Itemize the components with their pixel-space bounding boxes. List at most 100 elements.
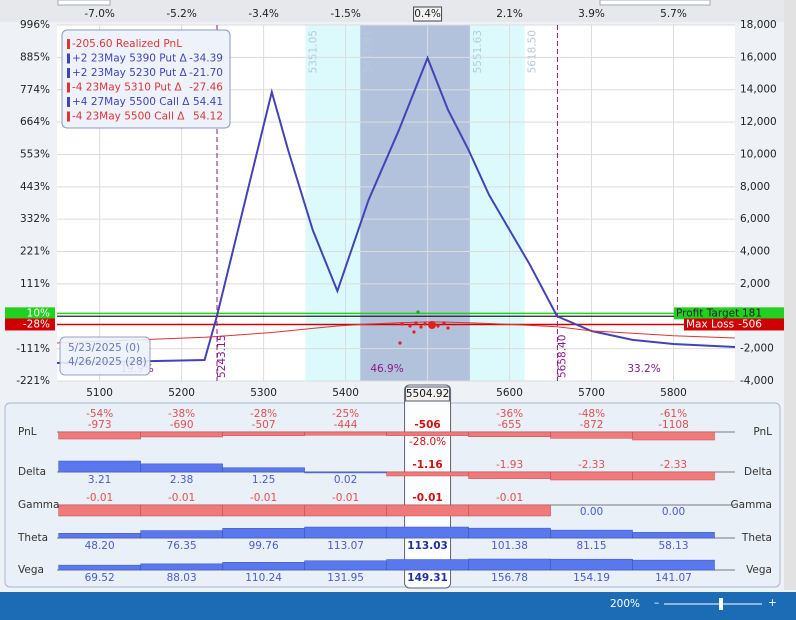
greek-value: 0.00	[662, 506, 685, 518]
level-pct: 10%	[27, 307, 50, 319]
greek-pct: -25%	[332, 408, 359, 420]
greek-bar	[140, 431, 223, 438]
x2-tick-label: -7.0%	[84, 8, 114, 20]
greek-value: -0.01	[412, 492, 442, 504]
greek-value: -690	[170, 419, 194, 431]
y2-tick-label: 664%	[20, 116, 50, 128]
greek-bar	[304, 471, 387, 474]
row-label: Vega	[746, 564, 772, 576]
current-price-box	[413, 6, 443, 22]
position-dot	[412, 330, 416, 334]
legend-box	[61, 29, 231, 129]
greek-bar	[550, 529, 633, 539]
selected-column	[404, 384, 452, 589]
y2-tick-label: -221%	[16, 375, 50, 387]
greek-pct: -38%	[168, 408, 195, 420]
greek-value: 101.38	[491, 540, 528, 552]
x-tick-label: 5200	[168, 387, 195, 399]
date-legend-text: 5/23/2025 (0)	[68, 342, 140, 354]
greek-bar	[58, 564, 141, 571]
row-label: Gamma	[731, 499, 772, 511]
row-label: PnL	[753, 426, 772, 438]
greek-pct: -48%	[578, 408, 605, 420]
greek-value: 88.03	[167, 572, 197, 584]
x2-tick-label: -1.5%	[330, 8, 360, 20]
zone-probability: 46.9%	[370, 363, 403, 375]
row-label: Vega	[18, 564, 44, 576]
greek-value: 81.15	[576, 540, 606, 552]
y-tick-label: 4,000	[740, 246, 770, 258]
greek-value: 76.35	[167, 540, 197, 552]
level-name: Profit Target	[676, 307, 739, 319]
legend-text: +2 23May 5390 Put Δ	[72, 53, 188, 65]
level-value: 181	[742, 307, 762, 319]
row-label: Theta	[741, 532, 772, 544]
greek-bar	[468, 471, 551, 479]
greek-bar	[58, 504, 141, 517]
greek-value: 0.02	[334, 474, 357, 486]
greek-value: 113.07	[327, 540, 364, 552]
greek-bar	[58, 533, 141, 539]
position-dot	[423, 322, 427, 326]
greek-bar	[304, 560, 387, 571]
greek-bar	[304, 526, 387, 539]
x2-tick-label: -3.4%	[248, 8, 278, 20]
greek-value: -872	[580, 419, 604, 431]
row-label: Delta	[18, 466, 46, 478]
legend-swatch	[67, 111, 70, 122]
current-price: 5504.92	[406, 388, 449, 400]
zoom-knob[interactable]	[719, 598, 723, 610]
y-tick-label: 10,000	[740, 148, 777, 160]
greek-bar	[58, 431, 141, 440]
band-edge-label: 5417.91	[362, 30, 374, 73]
legend-text: -205.60 Realized PnL	[72, 38, 182, 50]
greek-bar	[304, 431, 387, 436]
y-tick-label: 14,000	[740, 84, 777, 96]
greek-bar	[222, 504, 305, 517]
position-dot	[408, 324, 412, 328]
x-tick-label: 5300	[250, 387, 277, 399]
x2-tick-label: -5.2%	[166, 8, 196, 20]
greek-value: -0.01	[332, 492, 359, 504]
zoom-out[interactable]: –	[654, 597, 659, 609]
legend-value: -34.39	[189, 53, 223, 65]
status-bar	[0, 592, 796, 620]
row-label: Gamma	[18, 499, 59, 511]
greek-bar	[632, 559, 715, 571]
greek-bar	[468, 431, 551, 437]
x-tick-label: 5100	[86, 387, 113, 399]
greek-bar	[386, 504, 469, 517]
y-tick-label: 8,000	[740, 181, 770, 193]
y-tick-label: -2,000	[740, 343, 774, 355]
y-tick-label: 12,000	[740, 116, 777, 128]
zoom-in[interactable]: +	[768, 597, 777, 609]
x2-tick-label: 2.1%	[496, 8, 523, 20]
greek-value: 131.95	[327, 572, 364, 584]
greek-pct: -61%	[660, 408, 687, 420]
input-box[interactable]	[57, 0, 111, 6]
greek-bar	[222, 528, 305, 539]
position-dot	[428, 321, 436, 329]
probability-band	[360, 25, 470, 381]
greek-value: 2.38	[170, 474, 193, 486]
greek-bar	[468, 527, 551, 539]
greek-value: 3.21	[88, 474, 111, 486]
level-tag	[684, 318, 784, 331]
greek-value: -444	[334, 419, 358, 431]
greek-value: -0.01	[496, 492, 523, 504]
greek-bar	[140, 504, 223, 517]
greek-bar	[222, 467, 305, 473]
input-box[interactable]	[599, 0, 711, 6]
legend-text: -4 23May 5310 Put Δ	[72, 82, 183, 94]
level-value: -506	[738, 318, 762, 330]
y-tick-label: 18,000	[740, 19, 777, 31]
greek-bar	[632, 471, 715, 481]
scrollbar[interactable]	[784, 0, 796, 590]
zone-probability: 33.2%	[627, 363, 660, 375]
y2-tick-label: 111%	[20, 278, 50, 290]
y-tick-label: 16,000	[740, 51, 777, 63]
greek-value: 141.07	[655, 572, 692, 584]
legend-text: +2 23May 5230 Put Δ	[72, 67, 188, 79]
legend-value: 54.41	[193, 96, 223, 108]
greek-bar	[222, 431, 305, 436]
